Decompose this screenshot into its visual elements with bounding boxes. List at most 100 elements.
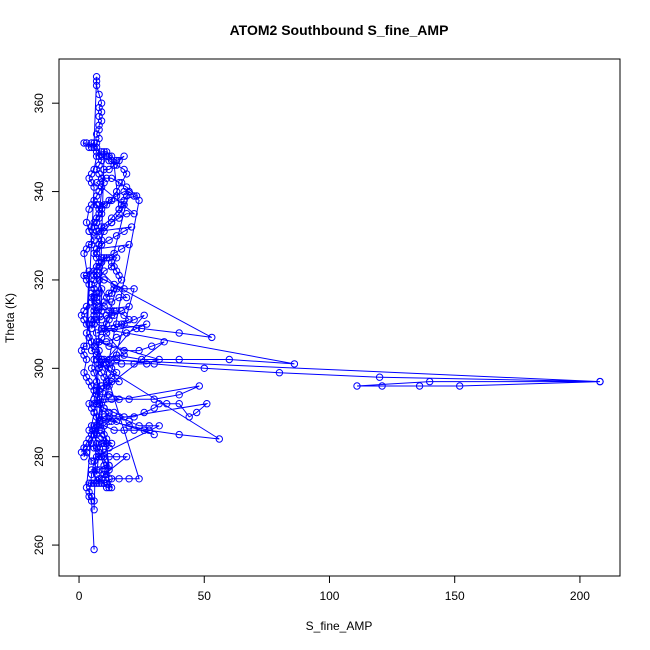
data-point xyxy=(596,377,604,386)
data-point xyxy=(135,346,143,355)
data-point xyxy=(87,316,96,324)
data-point xyxy=(115,156,123,165)
data-point xyxy=(100,324,108,333)
data-point xyxy=(95,448,103,456)
data-point xyxy=(107,289,116,297)
data-point xyxy=(105,408,113,417)
data-point xyxy=(85,280,93,289)
data-point xyxy=(112,232,121,240)
data-point xyxy=(140,426,148,434)
y-axis: 260 280 300 320 340 360 xyxy=(32,93,60,555)
data-point xyxy=(137,355,146,364)
data-series xyxy=(77,73,604,554)
data-point xyxy=(90,285,98,293)
data-point xyxy=(100,276,108,284)
data-point xyxy=(100,404,108,412)
data-point xyxy=(87,479,96,487)
data-point xyxy=(77,448,86,456)
data-point xyxy=(107,214,116,222)
data-point xyxy=(82,271,91,280)
data-point xyxy=(90,320,98,328)
data-point xyxy=(95,426,103,434)
data-point xyxy=(87,338,96,346)
data-point xyxy=(110,324,118,333)
data-point xyxy=(120,413,128,421)
data-point xyxy=(95,214,103,222)
data-point xyxy=(97,108,106,116)
data-point xyxy=(85,377,93,386)
data-point xyxy=(87,430,96,439)
data-point xyxy=(456,382,464,390)
data-point xyxy=(85,426,93,434)
data-point xyxy=(87,223,96,231)
data-point xyxy=(92,263,101,271)
data-point xyxy=(353,382,361,390)
data-point xyxy=(92,444,101,452)
data-point xyxy=(85,400,93,408)
data-point xyxy=(105,152,113,160)
data-point xyxy=(112,320,121,328)
data-point xyxy=(102,435,111,443)
data-point xyxy=(378,382,386,390)
data-point xyxy=(97,355,106,364)
data-point xyxy=(92,77,101,85)
data-point xyxy=(97,333,106,342)
data-point xyxy=(130,210,138,218)
data-point xyxy=(85,227,93,236)
data-point xyxy=(90,311,98,319)
data-point xyxy=(97,152,106,160)
data-point xyxy=(160,338,168,346)
data-point xyxy=(115,377,123,386)
data-point xyxy=(125,417,133,425)
data-point xyxy=(107,218,116,227)
data-point xyxy=(105,342,113,350)
data-point xyxy=(112,187,121,196)
y-tick-label: 360 xyxy=(32,93,46,113)
data-point xyxy=(110,161,118,169)
data-point xyxy=(87,470,96,479)
data-point xyxy=(87,240,96,249)
data-point xyxy=(102,320,111,328)
data-point xyxy=(97,99,106,107)
data-point xyxy=(90,430,98,439)
data-point xyxy=(97,240,106,249)
data-point xyxy=(100,302,108,311)
data-point xyxy=(102,293,111,302)
data-point xyxy=(185,413,193,421)
data-point xyxy=(143,360,151,368)
data-point xyxy=(92,382,101,390)
data-point xyxy=(105,382,113,390)
data-point xyxy=(87,346,96,355)
data-point xyxy=(100,148,108,156)
data-point xyxy=(203,400,211,408)
data-point xyxy=(155,422,163,430)
data-point xyxy=(127,223,136,231)
data-point xyxy=(97,426,106,434)
data-point xyxy=(112,369,121,377)
data-point xyxy=(82,448,91,456)
x-tick-label: 50 xyxy=(198,589,212,603)
data-point xyxy=(92,391,101,399)
data-point xyxy=(92,143,101,152)
data-point xyxy=(225,355,234,364)
data-point xyxy=(117,201,126,209)
data-point xyxy=(100,413,108,421)
data-point xyxy=(95,201,103,209)
data-point xyxy=(115,475,123,483)
data-point xyxy=(90,479,98,487)
x-tick-label: 150 xyxy=(445,589,465,603)
data-point xyxy=(80,453,88,461)
data-point xyxy=(82,302,91,311)
data-point xyxy=(92,130,101,138)
data-point xyxy=(110,426,118,434)
data-point xyxy=(90,143,98,152)
data-point xyxy=(100,298,108,306)
data-point xyxy=(110,280,118,289)
data-point xyxy=(100,479,108,487)
data-point xyxy=(90,223,98,231)
data-point xyxy=(120,201,128,209)
data-point xyxy=(107,395,116,403)
data-point xyxy=(125,302,133,311)
data-point xyxy=(97,183,106,191)
data-point xyxy=(102,254,111,262)
